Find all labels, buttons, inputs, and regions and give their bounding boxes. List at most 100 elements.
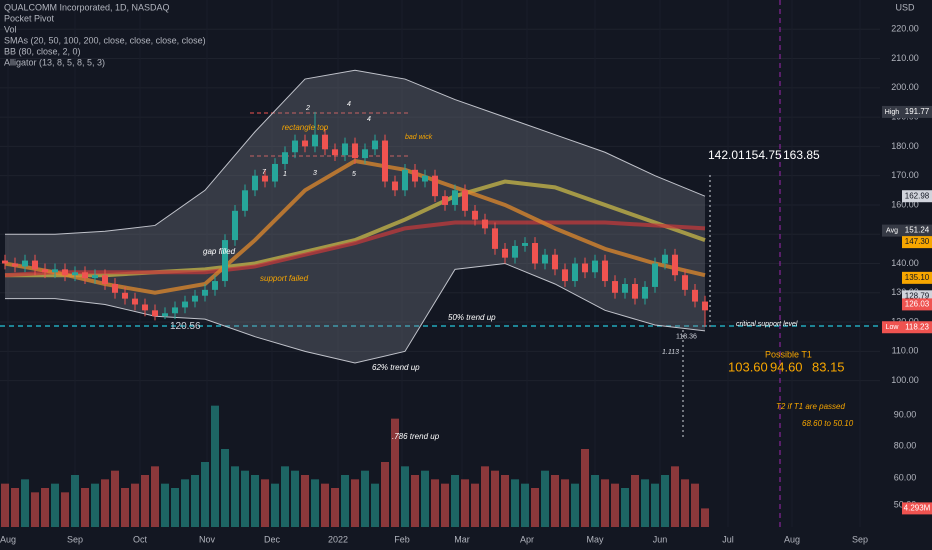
x-tick-label: Jun	[653, 534, 668, 544]
price-badge-label: 135.10	[905, 273, 930, 282]
candle-body	[502, 248, 508, 258]
annotation: 62% trend up	[372, 363, 420, 372]
candle-body	[142, 304, 148, 311]
volume-bar	[571, 483, 579, 527]
annotation: bad wick	[405, 134, 433, 141]
x-tick-label: Feb	[394, 534, 410, 544]
volume-bar	[131, 483, 139, 527]
badge-tag-label: Low	[886, 324, 900, 331]
candle-body	[602, 260, 608, 282]
volume-bar	[291, 470, 299, 527]
candle-body	[692, 289, 698, 302]
volume-bar	[381, 462, 389, 527]
volume-bar	[1, 483, 9, 527]
volume-bar	[661, 475, 669, 527]
indicator-line	[5, 262, 706, 364]
candle-body	[512, 245, 518, 258]
volume-bar	[531, 488, 539, 527]
y-tick-label: 200.00	[891, 82, 919, 92]
annotation: 142.01	[708, 148, 745, 162]
x-tick-label: Sep	[852, 534, 868, 544]
volume-bar	[191, 475, 199, 527]
price-badge-label: 191.77	[905, 107, 930, 116]
badge-tag	[882, 321, 902, 334]
candle-body	[432, 175, 438, 197]
header-title: QUALCOMM Incorporated, 1D, NASDAQ	[4, 2, 170, 12]
volume-bar	[231, 466, 239, 527]
annotation: critical support level	[736, 321, 798, 328]
candle-body	[22, 260, 28, 267]
price-badge	[902, 224, 932, 237]
volume-bar	[441, 483, 449, 527]
volume-bar	[491, 470, 499, 527]
x-tick-label: 2022	[328, 534, 348, 544]
volume-bar	[451, 475, 459, 527]
volume-bar	[591, 475, 599, 527]
volume-bar	[631, 475, 639, 527]
candle-body	[522, 243, 528, 246]
volume-bar	[581, 449, 589, 527]
volume-bar	[31, 492, 39, 527]
y-tick-label: 110.00	[892, 346, 919, 356]
indicator-label: Pocket Pivot	[4, 13, 55, 23]
volume-bar	[371, 483, 379, 527]
volume-bar	[611, 483, 619, 527]
candle-body	[672, 254, 678, 276]
candle-body	[412, 169, 418, 182]
candle-body	[262, 175, 268, 182]
candle-body	[102, 275, 108, 284]
candle-body	[472, 210, 478, 220]
annotation: gap filled	[203, 247, 236, 256]
candle-body	[32, 260, 38, 270]
annotation: rectangle top	[282, 123, 329, 132]
candle-body	[442, 196, 448, 205]
volume-bar	[501, 475, 509, 527]
candle-body	[562, 269, 568, 282]
volume-bar	[431, 479, 439, 527]
x-tick-label: Aug	[784, 534, 800, 544]
x-tick-label: Aug	[0, 534, 16, 544]
candle-body	[132, 298, 138, 305]
low-label: 118.36	[676, 334, 697, 341]
price-badge	[902, 321, 932, 334]
candle-body	[642, 286, 648, 299]
candle-body	[172, 307, 178, 314]
volume-bar	[551, 475, 559, 527]
annotation: 4	[367, 116, 371, 123]
volume-bar	[541, 470, 549, 527]
y-tick-label: 140.00	[891, 258, 919, 268]
indicator-line	[4, 220, 706, 278]
candle-body	[462, 190, 468, 211]
candle-body	[662, 254, 668, 264]
candle-body	[212, 281, 218, 290]
volume-bar	[621, 488, 629, 527]
volume-bar	[311, 479, 319, 527]
volume-bar	[91, 483, 99, 527]
indicator-label: BB (80, close, 2, 0)	[4, 46, 81, 56]
volume-bar	[391, 418, 399, 527]
candle-body	[272, 163, 278, 182]
candle-body	[452, 190, 458, 205]
annotation: support failed	[260, 274, 309, 283]
volume-bar	[561, 479, 569, 527]
volume-bar	[671, 466, 679, 527]
indicator-line	[5, 69, 706, 235]
badge-tag-label: Avg	[886, 227, 898, 234]
volume-bar	[121, 488, 129, 527]
volume-bar	[651, 483, 659, 527]
badge-tag	[882, 105, 902, 118]
price-badge-label: 162.98	[905, 191, 930, 200]
y-tick-label: 180.00	[891, 141, 919, 151]
candle-body	[162, 313, 168, 317]
price-badge-label: 118.23	[905, 322, 929, 331]
volume-bar	[201, 462, 209, 527]
volume-bar	[361, 470, 369, 527]
annotation: T2 if T1 are passed	[776, 402, 845, 411]
candle-body	[702, 301, 708, 311]
volume-bar	[181, 479, 189, 527]
candle-body	[182, 301, 188, 308]
annotation: 1.113	[662, 349, 679, 356]
volume-bar	[351, 479, 359, 527]
candle-body	[362, 149, 368, 159]
